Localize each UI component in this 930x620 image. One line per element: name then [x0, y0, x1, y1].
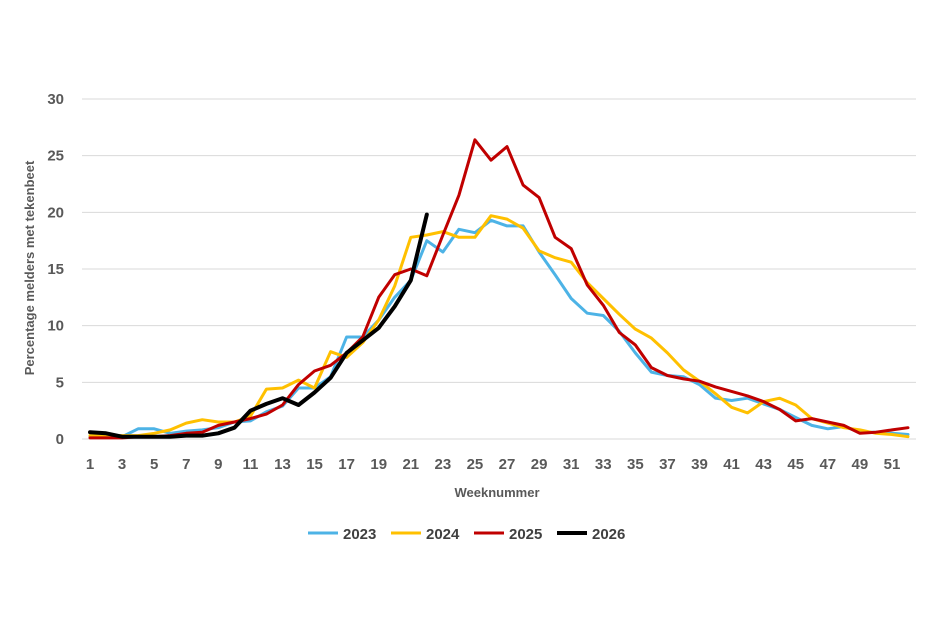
x-tick-label: 35 — [627, 456, 644, 473]
series-line-2025 — [88, 138, 910, 440]
series-line-2023 — [88, 218, 910, 439]
gridlines — [82, 98, 916, 440]
x-tick-label: 51 — [884, 456, 901, 473]
x-tick-label: 23 — [435, 456, 452, 473]
x-tick-label: 33 — [595, 456, 612, 473]
x-tick-label: 1 — [86, 456, 94, 473]
x-tick-label: 49 — [852, 456, 869, 473]
legend-label-2023: 2023 — [343, 526, 376, 543]
x-tick-label: 9 — [214, 456, 222, 473]
x-tick-label: 7 — [182, 456, 190, 473]
y-tick-label: 10 — [47, 318, 64, 335]
x-tick-label: 25 — [467, 456, 484, 473]
x-axis-label: Weeknummer — [454, 485, 539, 500]
series-line-2026 — [88, 212, 429, 439]
y-tick-label: 25 — [47, 148, 64, 165]
x-tick-label: 21 — [402, 456, 419, 473]
series-line-2024 — [88, 214, 910, 439]
x-tick-label: 19 — [370, 456, 387, 473]
x-tick-label: 13 — [274, 456, 291, 473]
y-tick-label: 5 — [56, 374, 64, 391]
y-tick-label: 30 — [47, 91, 64, 108]
x-tick-label: 41 — [723, 456, 740, 473]
series-lines — [88, 138, 910, 440]
x-tick-label: 11 — [242, 456, 258, 473]
x-tick-label: 39 — [691, 456, 708, 473]
x-axis-tick-labels: 1 3 5 7 9 11 13 15 17 19 21 23 25 27 29 31 33 35 37 39 41 43 4… — [86, 456, 900, 473]
x-tick-label: 31 — [563, 456, 580, 473]
x-tick-label: 37 — [659, 456, 676, 473]
legend: 2023 2024 2025 2026 — [308, 526, 625, 543]
x-tick-label: 3 — [118, 456, 126, 473]
x-tick-label: 27 — [499, 456, 516, 473]
x-tick-label: 17 — [338, 456, 355, 473]
legend-label-2025: 2025 — [509, 526, 542, 543]
x-tick-label: 43 — [755, 456, 772, 473]
y-axis-tick-labels: 0 5 10 15 20 25 30 — [47, 91, 64, 448]
y-tick-label: 15 — [47, 261, 64, 278]
y-tick-label: 20 — [47, 204, 64, 221]
x-tick-label: 45 — [787, 456, 804, 473]
x-tick-label: 29 — [531, 456, 548, 473]
legend-label-2024: 2024 — [426, 526, 460, 543]
x-tick-label: 47 — [819, 456, 836, 473]
x-tick-label: 15 — [306, 456, 323, 473]
y-tick-label: 0 — [56, 431, 64, 448]
x-tick-label: 5 — [150, 456, 158, 473]
y-axis-label: Percentage melders met tekenbeet — [22, 160, 37, 375]
legend-label-2026: 2026 — [592, 526, 625, 543]
